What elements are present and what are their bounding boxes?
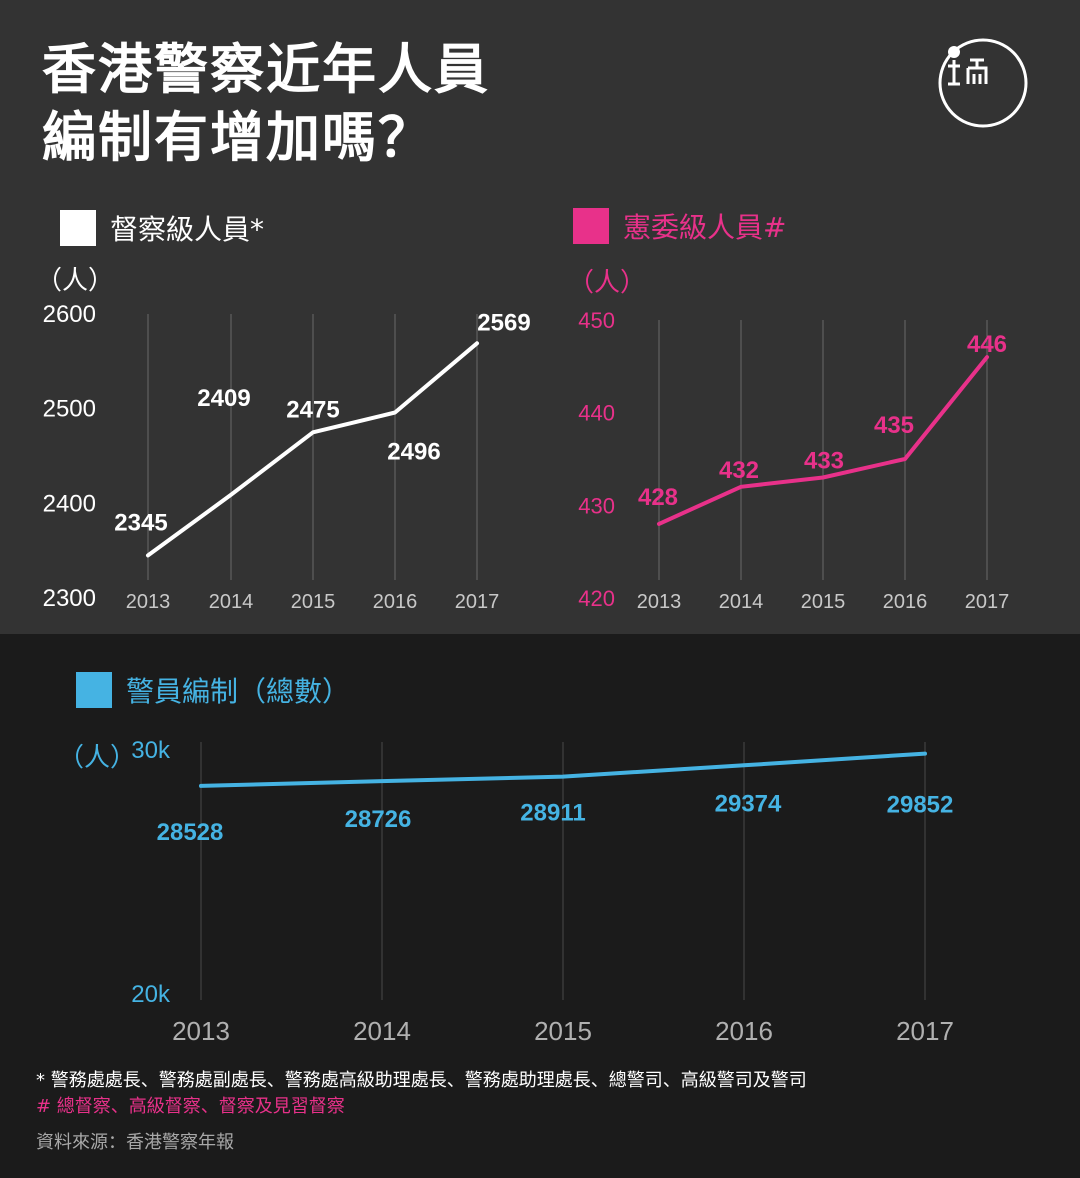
series-line	[199, 751, 927, 788]
x-tick-label: 2016	[715, 1016, 773, 1046]
footnotes: * 警務處處長、警務處副處長、警務處高級助理處長、警務處助理處長、總警司、高級警…	[36, 1068, 807, 1156]
y-tick-label: 430	[578, 493, 615, 518]
x-tick-label: 2016	[373, 591, 418, 613]
data-label: 432	[719, 457, 759, 484]
unit-label: （人）	[36, 266, 115, 296]
data-label: 29852	[887, 792, 954, 819]
data-label: 433	[804, 448, 844, 475]
legend-label: 警員編制（總數）	[126, 675, 351, 708]
y-tick-label: 450	[578, 308, 615, 333]
source-note: 資料來源：香港警察年報	[36, 1132, 234, 1153]
x-tick-label: 2016	[883, 591, 928, 613]
x-tick-label: 2014	[209, 591, 254, 613]
data-label: 2475	[286, 396, 339, 423]
legend-inspector: 憲委級人員#	[573, 206, 786, 246]
x-tick-label: 2015	[534, 1016, 592, 1046]
y-tick-label: 20k	[131, 981, 171, 1008]
series-line	[146, 341, 479, 558]
title-line-2: 編制有增加嗎？	[42, 106, 434, 169]
legend-label: 督察級人員*	[110, 213, 265, 246]
page-title: 香港警察近年人員 編制有增加嗎？	[42, 36, 490, 172]
series-line	[657, 355, 989, 526]
top-panel	[0, 0, 1080, 634]
x-tick-label: 2014	[719, 591, 764, 613]
legend-swatch-pink	[573, 208, 609, 244]
x-tick-label: 2014	[353, 1016, 411, 1046]
x-tick-label: 2017	[965, 591, 1010, 613]
legend-label: 憲委級人員#	[623, 211, 787, 244]
data-label: 28528	[157, 819, 224, 846]
data-label: 446	[967, 331, 1007, 358]
unit-label: （人）	[58, 743, 137, 773]
y-tick-label: 420	[578, 586, 615, 611]
data-label: 435	[874, 412, 914, 439]
data-label: 2409	[197, 385, 250, 412]
data-label: 2345	[114, 509, 167, 536]
legend-total: 警員編制（總數）	[76, 670, 350, 710]
y-tick-label: 2600	[43, 301, 96, 328]
x-tick-label: 2015	[801, 591, 846, 613]
bottom-panel	[0, 634, 1080, 1178]
x-tick-label: 2013	[126, 591, 171, 613]
x-tick-label: 2015	[291, 591, 336, 613]
unit-label: （人）	[568, 268, 647, 298]
y-tick-label: 440	[578, 401, 615, 426]
x-tick-label: 2013	[172, 1016, 230, 1046]
footnote-hash: # 總督察、高級督察、督察及見習督察	[36, 1096, 345, 1117]
y-tick-label: 2400	[43, 490, 96, 517]
footnote-asterisk: * 警務處處長、警務處副處長、警務處高級助理處長、警務處助理處長、總警司、高級警…	[36, 1070, 807, 1091]
data-label: 29374	[715, 790, 782, 817]
x-tick-label: 2017	[455, 591, 500, 613]
data-label: 28911	[520, 800, 585, 827]
data-label: 428	[638, 484, 678, 511]
title-line-1: 香港警察近年人員	[42, 38, 490, 101]
y-tick-label: 2500	[43, 396, 96, 423]
data-label: 2496	[387, 438, 440, 465]
initium-logo-icon	[938, 38, 1028, 128]
legend-superintendent: 督察級人員*	[60, 208, 264, 248]
data-label: 28726	[345, 806, 412, 833]
legend-swatch-white	[60, 210, 96, 246]
x-tick-label: 2017	[896, 1016, 954, 1046]
data-label: 2569	[477, 309, 530, 336]
x-tick-label: 2013	[637, 591, 682, 613]
y-tick-label: 2300	[43, 585, 96, 612]
legend-swatch-blue	[76, 672, 112, 708]
y-tick-label: 30k	[131, 737, 171, 764]
